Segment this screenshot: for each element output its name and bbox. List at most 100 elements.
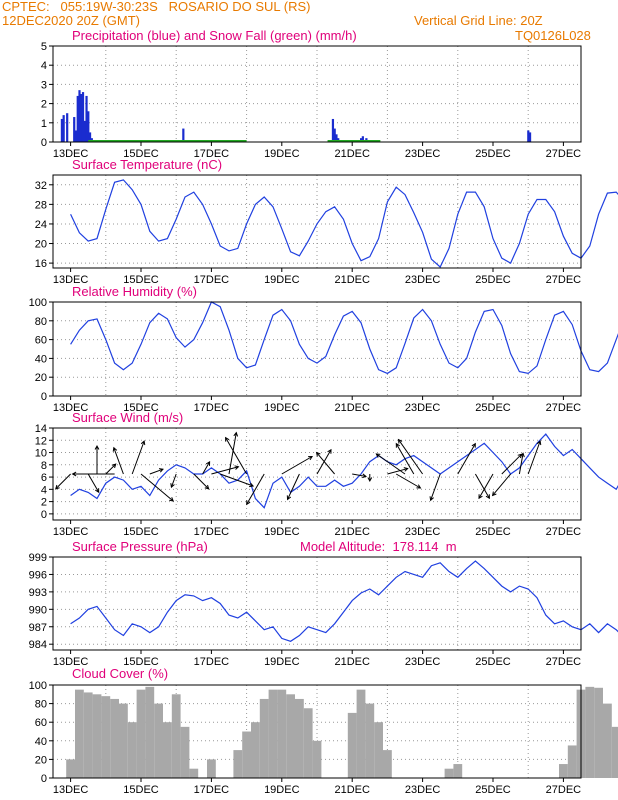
- cloud-cover-bar: [233, 750, 243, 778]
- cloud-cover-bar: [189, 768, 199, 778]
- pressure-xtick-label: 21DEC: [334, 656, 370, 668]
- precipitation-xtick-label: 21DEC: [334, 148, 370, 160]
- humidity-xtick-label: 23DEC: [405, 402, 441, 414]
- precipitation-bar: [528, 132, 532, 142]
- precipitation-xtick-label: 27DEC: [546, 148, 582, 160]
- wind-vector-head: [169, 497, 174, 502]
- humidity-xtick-label: 17DEC: [194, 402, 230, 414]
- wind-vector-head: [249, 482, 255, 488]
- cloud-cover-xtick-label: 23DEC: [405, 784, 441, 796]
- wind-vector-arrow: [518, 453, 524, 475]
- precipitation-frame: [52, 45, 582, 143]
- wind-vector-head: [478, 494, 483, 500]
- wind-ytick-label: 12: [35, 435, 47, 447]
- wind-vector-arrow: [387, 468, 408, 475]
- cloud-cover-bar: [242, 731, 251, 778]
- wind-vector-head: [397, 438, 403, 444]
- precipitation-bar: [74, 130, 78, 142]
- wind-vector-head: [225, 436, 230, 442]
- wind-vector-arrow: [140, 473, 174, 502]
- precipitation-xtick-label: 23DEC: [405, 148, 441, 160]
- precipitation-bar: [85, 95, 88, 142]
- wind-xtick-label: 19DEC: [264, 526, 300, 538]
- temperature-xtick-label: 23DEC: [405, 274, 441, 286]
- temperature-ytick-label: 28: [35, 199, 47, 211]
- wind-vector-head: [140, 440, 146, 446]
- model-altitude: Model Altitude: 178.114 m: [300, 539, 457, 554]
- wind-vector-arrow: [281, 456, 313, 475]
- precipitation-bar: [76, 95, 79, 142]
- temperature-xtick-label: 27DEC: [546, 274, 582, 286]
- wind-vector-arrow: [478, 473, 494, 499]
- pressure-ytick-label: 999: [29, 552, 47, 564]
- wind-vector-head: [520, 452, 525, 458]
- wind-vector-head: [71, 471, 77, 477]
- panel-title-wind: Surface Wind (m/s): [72, 410, 184, 425]
- wind-ytick-label: 6: [41, 472, 47, 484]
- precipitation-panel: 0 1 2 3 4 5 13DEC 15DEC 17DEC 19DEC 21DEC 23DEC 25DE…: [41, 41, 582, 160]
- snowfall-bar: [327, 140, 381, 142]
- wind-vector-arrow: [316, 452, 335, 475]
- wind-vector-head: [95, 488, 100, 494]
- pressure-ytick-label: 984: [29, 639, 47, 651]
- temperature-ytick-label: 16: [35, 258, 47, 270]
- wind-vector-head: [491, 491, 497, 497]
- cloud-cover-bar: [383, 750, 392, 778]
- wind-ytick-label: 0: [41, 509, 47, 521]
- cloud-cover-bar: [374, 722, 383, 778]
- humidity-ytick-label: 80: [35, 316, 47, 328]
- precipitation-bar: [62, 115, 65, 142]
- wind-vector-arrow: [395, 443, 415, 475]
- precipitation-ytick-label: 0: [41, 137, 47, 149]
- cloud-cover-bar: [594, 687, 603, 778]
- cloud-cover-bar: [303, 708, 313, 778]
- humidity-xtick-label: 27DEC: [546, 402, 582, 414]
- precipitation-bar: [73, 117, 76, 142]
- wind-ytick-label: 14: [35, 423, 47, 435]
- wind-vector-arrow: [87, 473, 100, 493]
- wind-vector-arrow: [376, 453, 406, 475]
- cloud-cover-bar: [207, 759, 216, 778]
- wind-vector-head: [204, 484, 210, 490]
- cloud-cover-bar: [154, 703, 163, 778]
- humidity-panel: 0 20 40 60 80 100 13DEC 15DEC 17DEC 19DEC 21DEC 23D…: [29, 297, 618, 414]
- cloud-cover-bar: [603, 703, 612, 778]
- pressure-panel: 984 987 990 993 996 999 13DEC 15DEC 17DEC 19DEC 21…: [29, 552, 618, 668]
- wind-xtick-label: 27DEC: [546, 526, 582, 538]
- wind-vector-head: [94, 444, 100, 450]
- wind-vector-head: [246, 500, 251, 506]
- wind-xtick-label: 17DEC: [194, 526, 230, 538]
- wind-vector-arrow: [457, 443, 476, 475]
- wind-xtick-label: 25DEC: [475, 526, 511, 538]
- cloud-cover-xtick-label: 13DEC: [53, 784, 89, 796]
- cloud-cover-xtick-label: 15DEC: [123, 784, 159, 796]
- precipitation-bar: [333, 128, 336, 142]
- wind-vector-head: [205, 460, 211, 466]
- wind-vector-head: [158, 468, 164, 473]
- temperature-ytick-label: 20: [35, 239, 47, 251]
- cloud-cover-bar: [66, 759, 75, 778]
- run-time: 12DEC2020 20Z (GMT): [2, 13, 140, 28]
- cloud-cover-bar: [347, 712, 357, 778]
- precipitation-ytick-label: 2: [41, 99, 47, 111]
- temperature-xtick-label: 17DEC: [194, 274, 230, 286]
- humidity-xtick-label: 19DEC: [264, 402, 300, 414]
- pressure-series-line: [70, 560, 618, 642]
- temperature-xtick-label: 15DEC: [123, 274, 159, 286]
- humidity-xtick-label: 21DEC: [334, 402, 370, 414]
- pressure-xtick-label: 15DEC: [123, 656, 159, 668]
- temperature-xtick-label: 19DEC: [264, 274, 300, 286]
- wind-vector-head: [485, 494, 490, 500]
- temperature-ytick-label: 24: [35, 219, 47, 231]
- cloud-cover-bar: [136, 689, 146, 778]
- wind-vector-head: [416, 484, 422, 489]
- wind-ytick-label: 8: [41, 460, 47, 472]
- wind-vector-arrow: [211, 466, 239, 475]
- pressure-xtick-label: 27DEC: [546, 656, 582, 668]
- panel-title-precipitation: Precipitation (blue) and Snow Fall (gree…: [72, 28, 357, 43]
- cloud-cover-bar: [92, 694, 102, 778]
- humidity-frame: [52, 301, 582, 397]
- precipitation-bar: [331, 118, 335, 142]
- grid-line-note: Vertical Grid Line: 20Z: [414, 13, 543, 28]
- wind-vector-arrow: [287, 473, 300, 500]
